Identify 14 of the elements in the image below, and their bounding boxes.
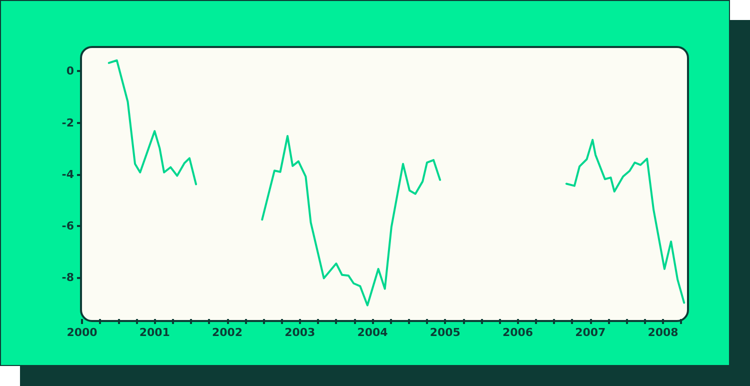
y-tick-label: -8: [62, 271, 74, 284]
x-tick-label: 2004: [357, 326, 388, 339]
y-tick-label: -4: [62, 168, 74, 181]
x-tick-label: 2006: [502, 326, 534, 339]
y-tick-label: -6: [62, 220, 74, 233]
x-tick-label: 2007: [575, 326, 606, 339]
x-tick-label: 2003: [284, 326, 316, 339]
y-tick-label: -2: [62, 116, 74, 130]
x-tick-label: 2008: [648, 326, 678, 339]
x-tick-label: 2000: [66, 326, 98, 339]
x-tick-label: 2005: [430, 326, 460, 339]
x-tick-label: 2001: [139, 326, 170, 339]
y-tick-label: 0: [66, 64, 74, 78]
x-tick-label: 2002: [212, 326, 243, 339]
